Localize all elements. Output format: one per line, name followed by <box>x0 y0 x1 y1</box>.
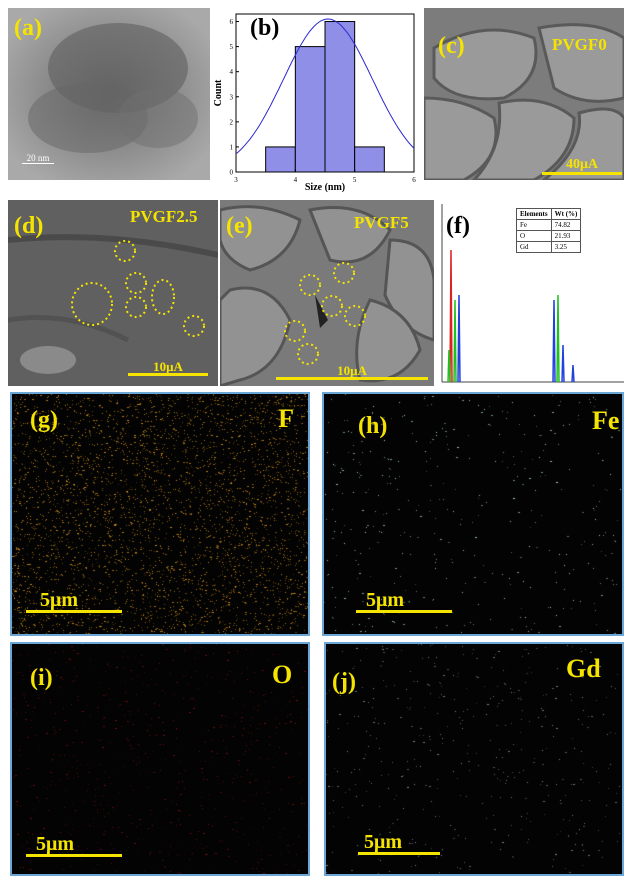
scale-bar-g: 5μm <box>26 590 122 613</box>
panel-g-f-map: (g) F 5μm <box>10 392 310 636</box>
panel-j-gd-map: (j) Gd 5μm <box>324 642 624 876</box>
table-cell: O <box>516 230 552 242</box>
panel-a-tem-image: (a) 20 nm <box>8 8 210 180</box>
scale-text-d: 10μA <box>153 359 183 374</box>
element-label-gd: Gd <box>566 654 601 683</box>
scale-text-c: 40μA <box>565 157 599 172</box>
scale-line-e <box>276 377 428 380</box>
table-row: O 21.93 <box>516 230 582 242</box>
table-header-cell: Wt (%) <box>550 208 582 220</box>
panel-label-f: (f) <box>446 213 470 239</box>
element-table: Elements Wt (%) Fe 74.82 O 21.93 Gd 3.25 <box>516 208 582 253</box>
panel-d-sem-image: (d) PVGF2.5 10μA <box>8 200 218 386</box>
sample-name-e: PVGF5 <box>354 213 409 232</box>
element-table-header: Elements Wt (%) <box>516 208 582 220</box>
scale-text-i: 5μm <box>36 833 74 855</box>
x-tick-label: 4 <box>294 176 298 184</box>
panel-label-h: (h) <box>358 413 388 439</box>
table-cell: Fe <box>516 219 552 231</box>
scale-line-g <box>26 610 122 613</box>
panel-label-b: (b) <box>250 15 280 41</box>
scale-bar-c: 40μA <box>542 158 622 175</box>
table-cell: Gd <box>516 241 552 253</box>
panel-c-sem-image: (c) PVGF0 40μA <box>424 8 624 180</box>
panel-f-eds-spectrum: (f) Elements Wt (%) Fe 74.82 O 21.93 Gd … <box>436 200 624 386</box>
table-cell: 21.93 <box>550 230 582 242</box>
scale-line-j <box>358 852 440 855</box>
scale-text-h: 5μm <box>366 589 404 611</box>
scale-text-e: 10μA <box>337 363 367 378</box>
panel-label-j: (j) <box>332 669 356 695</box>
table-row: Gd 3.25 <box>516 241 582 253</box>
scale-line-i <box>26 854 122 857</box>
panel-label-a: (a) <box>14 15 42 41</box>
table-row: Fe 74.82 <box>516 219 582 231</box>
scale-line-a <box>22 163 54 164</box>
panel-e-sem-image: (e) PVGF5 10μA <box>220 200 434 386</box>
scale-bar-d: 10μA <box>128 360 208 376</box>
panel-label-g: (g) <box>30 407 58 433</box>
element-map-speckle <box>12 394 308 634</box>
panel-label-i: (i) <box>30 665 53 691</box>
histogram-bar <box>324 21 356 173</box>
table-cell: 74.82 <box>550 219 582 231</box>
sem-surface-d <box>8 200 218 386</box>
histogram-bar <box>265 146 296 173</box>
scale-bar-j: 5μm <box>358 832 440 855</box>
scale-text-g: 5μm <box>40 589 78 611</box>
scale-text-j: 5μm <box>364 831 402 853</box>
sample-name-d: PVGF2.5 <box>130 207 198 226</box>
element-map-speckle <box>12 644 308 874</box>
element-map-speckle <box>324 394 622 634</box>
scale-bar-a: 20 nm <box>22 154 54 164</box>
y-axis-title: Count <box>213 79 224 106</box>
y-tick-label: 6 <box>230 18 234 26</box>
scale-text-a: 20 nm <box>26 153 50 163</box>
x-tick-label: 5 <box>353 176 357 184</box>
panel-label-c: (c) <box>438 33 465 59</box>
eds-spectrum-chart <box>441 204 624 383</box>
sample-name-c: PVGF0 <box>552 35 607 54</box>
x-tick-label: 6 <box>412 176 416 184</box>
panel-label-d: (d) <box>14 213 44 239</box>
gaussian-fit-line <box>235 18 415 155</box>
table-header-cell: Elements <box>516 208 552 220</box>
histogram-chart: 3 4 5 6 0 1 2 3 4 5 6 Size (nm) Count <box>213 13 416 192</box>
scale-line-d <box>128 373 208 376</box>
histogram-bar <box>294 46 326 173</box>
y-tick-label: 2 <box>230 118 234 126</box>
y-tick-label: 1 <box>230 143 234 151</box>
sem-grains-e <box>220 200 434 386</box>
panel-i-o-map: (i) O 5μm <box>10 642 310 876</box>
panel-label-e: (e) <box>226 213 253 239</box>
panel-b-histogram: 3 4 5 6 0 1 2 3 4 5 6 Size (nm) Count (b) <box>212 8 420 192</box>
scale-line-c <box>542 172 622 175</box>
panel-h-fe-map: (h) Fe 5μm <box>322 392 624 636</box>
y-tick-label: 5 <box>230 43 234 51</box>
scale-bar-i: 5μm <box>26 834 122 857</box>
element-label-o: O <box>272 660 293 689</box>
element-label-fe: Fe <box>592 406 620 435</box>
y-tick-label: 3 <box>230 93 234 101</box>
histogram-bar <box>354 146 385 173</box>
element-label-f: F <box>278 404 294 433</box>
scale-bar-e: 10μA <box>276 364 428 380</box>
sem-grains-c <box>424 8 624 180</box>
scale-line-h <box>356 610 452 613</box>
scale-bar-h: 5μm <box>356 590 452 613</box>
y-tick-label: 4 <box>230 68 234 76</box>
y-tick-label: 0 <box>230 169 234 177</box>
element-map-speckle <box>326 644 622 874</box>
table-cell: 3.25 <box>550 241 582 253</box>
x-axis-title: Size (nm) <box>305 182 345 192</box>
x-tick-label: 3 <box>234 176 238 184</box>
tem-texture <box>8 8 210 180</box>
